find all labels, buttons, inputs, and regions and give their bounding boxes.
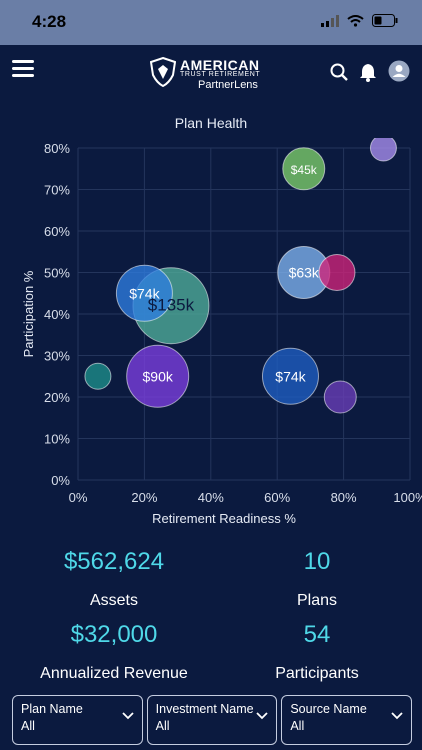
shield-logo-icon: [150, 57, 176, 87]
bubble: [84, 362, 112, 390]
y-tick-label: 50%: [44, 266, 70, 281]
x-tick-label: 100%: [393, 490, 422, 505]
x-tick-label: 0%: [69, 490, 88, 505]
bubble: [282, 147, 326, 191]
bubble-label: $90k: [143, 368, 174, 384]
bubble: [318, 254, 356, 291]
assets-label: Assets: [89, 592, 138, 609]
x-tick-label: 80%: [331, 490, 357, 505]
plans-value: 10: [303, 548, 331, 575]
y-tick-label: 0%: [51, 473, 70, 488]
revenue-value: $32,000: [70, 621, 158, 648]
kpi-revenue: $32,000 Annualized Revenue: [19, 621, 209, 683]
bell-icon[interactable]: [359, 63, 377, 82]
y-tick-label: 30%: [44, 349, 70, 364]
chevron-down-icon: [256, 712, 268, 720]
chevron-down-icon: [122, 712, 134, 720]
x-tick-label: 20%: [131, 490, 157, 505]
plan-health-chart: 0% 10% 20% 30% 40% 50% 60% 70% 80% 0% 20% 40% 60% 80%…: [21, 138, 422, 526]
y-tick-label: 60%: [44, 224, 70, 239]
plans-label: Plans: [296, 592, 338, 609]
filter-label: Investment Name: [155, 702, 254, 716]
y-tick-label: 10%: [44, 432, 70, 447]
y-axis-title: Participation %: [21, 270, 36, 357]
bubble-label: $74k: [129, 285, 160, 301]
filter-value: All: [155, 719, 170, 733]
menu-icon[interactable]: [12, 60, 34, 78]
revenue-label: Annualized Revenue: [40, 665, 188, 682]
brand-name: AMERICAN: [180, 57, 260, 73]
participants-value: 54: [303, 621, 331, 648]
filter-label: Plan Name: [21, 702, 83, 716]
wifi-icon: [347, 14, 364, 27]
bubble: [323, 380, 357, 414]
brand-logo: AMERICAN TRUST RETIREMENT PartnerLens: [150, 55, 280, 91]
app-header: AMERICAN TRUST RETIREMENT PartnerLens: [0, 45, 422, 100]
assets-value: $562,624: [63, 548, 165, 575]
search-icon[interactable]: [330, 63, 348, 81]
bubble-label: $45k: [291, 163, 318, 177]
brand-tagline: TRUST RETIREMENT: [180, 71, 261, 78]
bubble-label: $135k: [148, 296, 195, 315]
bubble-label: $74k: [275, 368, 306, 384]
signal-icon: [321, 14, 339, 27]
user-icon[interactable]: [388, 60, 410, 82]
y-tick-label: 40%: [44, 307, 70, 322]
chevron-down-icon: [391, 712, 403, 720]
y-tick-label: 20%: [44, 390, 70, 405]
x-tick-label: 60%: [264, 490, 290, 505]
y-tick-label: 80%: [44, 141, 70, 156]
y-tick-label: 70%: [44, 183, 70, 198]
x-tick-label: 40%: [198, 490, 224, 505]
status-time: 4:28: [32, 12, 67, 31]
battery-icon: [372, 14, 398, 27]
filter-value: All: [290, 719, 305, 733]
filter-bar: Plan Name All Investment Name All Source…: [12, 695, 413, 745]
bubble: [115, 264, 173, 322]
kpi-participants: 54 Participants: [222, 621, 412, 683]
bubble: [261, 347, 319, 405]
participants-label: Participants: [275, 665, 359, 682]
product-name: PartnerLens: [198, 79, 258, 91]
status-icons: [321, 14, 398, 27]
kpi-plans: 10 Plans: [222, 548, 412, 610]
chart-title: Plan Health: [174, 115, 248, 131]
filter-plan-name[interactable]: Plan Name All: [12, 695, 143, 745]
filter-source-name[interactable]: Source Name All: [281, 695, 413, 745]
bubble: [369, 138, 397, 162]
filter-investment-name[interactable]: Investment Name All: [146, 695, 278, 745]
filter-label: Source Name: [290, 702, 367, 716]
x-axis-title: Retirement Readiness %: [152, 511, 296, 526]
bubble-label: $63k: [289, 265, 320, 281]
filter-value: All: [21, 719, 35, 733]
bubble: [126, 344, 190, 408]
kpi-assets: $562,624 Assets: [19, 548, 209, 610]
status-bar: 4:28: [0, 0, 422, 45]
